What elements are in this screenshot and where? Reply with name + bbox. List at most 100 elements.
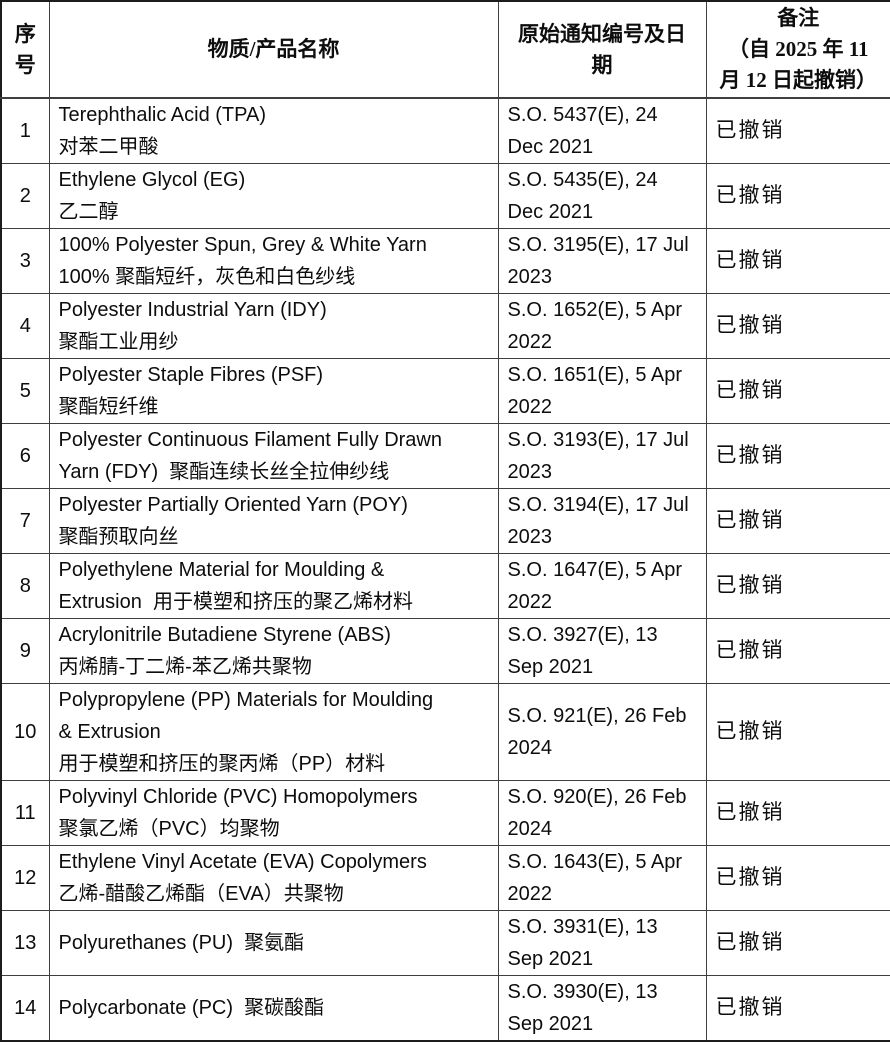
notification-line: S.O. 3193(E), 17 Jul <box>507 429 689 451</box>
product-name-line: Polyethylene Material for Moulding & <box>58 559 385 581</box>
notification-line: 2022 <box>507 331 553 353</box>
notification-line: Sep 2021 <box>507 948 594 970</box>
remark-cell: 已撤销 <box>705 683 890 781</box>
notification-cell: S.O. 3927(E), 13 Sep 2021 <box>497 618 707 684</box>
notification-cell: S.O. 1643(E), 5 Apr 2022 <box>497 845 707 911</box>
row-number-cell: 6 <box>0 423 50 489</box>
header-remarks-line: 月 12 日起撤销） <box>719 68 878 92</box>
header-serial-line: 号 <box>14 52 36 77</box>
row-number-cell: 12 <box>0 845 50 911</box>
header-serial-line: 序 <box>14 21 36 46</box>
product-name-cell: Polycarbonate (PC) 聚碳酸酯 <box>48 975 499 1042</box>
row-number-cell: 9 <box>0 618 50 684</box>
table-row: 7 Polyester Partially Oriented Yarn (POY… <box>0 488 890 554</box>
remark-cell: 已撤销 <box>705 910 890 976</box>
table-body: 1 Terephthalic Acid (TPA) 对苯二甲酸 S.O. 5437… <box>0 97 890 1042</box>
table-row: 6 Polyester Continuous Filament Fully Dr… <box>0 423 890 489</box>
notification-cell: S.O. 5437(E), 24 Dec 2021 <box>497 97 707 164</box>
row-number-cell: 14 <box>0 975 50 1042</box>
notification-line: S.O. 921(E), 26 Feb <box>507 705 687 727</box>
product-name-cell: 100% Polyester Spun, Grey & White Yarn 10… <box>48 228 499 294</box>
notification-line: S.O. 3927(E), 13 <box>507 624 658 646</box>
product-name-line: Yarn (FDY) 聚酯连续长丝全拉伸纱线 <box>58 461 390 483</box>
notification-line: S.O. 920(E), 26 Feb <box>507 786 687 808</box>
notification-line: Sep 2021 <box>507 1013 594 1035</box>
header-notification-line: 原始通知编号及日 <box>518 21 686 46</box>
row-number-cell: 2 <box>0 163 50 229</box>
product-name-cell: Acrylonitrile Butadiene Styrene (ABS) 丙烯腈… <box>48 618 499 684</box>
remark-cell: 已撤销 <box>705 488 890 554</box>
remark-cell: 已撤销 <box>705 845 890 911</box>
remark-cell: 已撤销 <box>705 358 890 424</box>
remark-cell: 已撤销 <box>705 975 890 1042</box>
product-name-cell: Polyester Partially Oriented Yarn (POY) 聚… <box>48 488 499 554</box>
header-serial-number: 序 号 <box>0 0 50 99</box>
row-number-cell: 1 <box>0 97 50 164</box>
notification-cell: S.O. 920(E), 26 Feb 2024 <box>497 780 707 846</box>
notification-line: 2023 <box>507 526 553 548</box>
notification-cell: S.O. 3930(E), 13 Sep 2021 <box>497 975 707 1042</box>
notification-line: 2024 <box>507 737 553 759</box>
header-remarks: 备注 （自 2025 年 11 月 12 日起撤销） <box>705 0 890 99</box>
product-name-line: Polyester Partially Oriented Yarn (POY) <box>58 494 408 516</box>
table-row: 2 Ethylene Glycol (EG) 乙二醇 S.O. 5435(E), … <box>0 163 890 229</box>
table-row: 10 Polypropylene (PP) Materials for Moul… <box>0 683 890 781</box>
notification-line: 2022 <box>507 591 553 613</box>
product-name-line: Polyester Staple Fibres (PSF) <box>58 364 324 386</box>
notification-cell: S.O. 1647(E), 5 Apr 2022 <box>497 553 707 619</box>
table-row: 9 Acrylonitrile Butadiene Styrene (ABS) 丙… <box>0 618 890 684</box>
product-name-line: 乙烯-醋酸乙烯酯（EVA）共聚物 <box>58 883 344 905</box>
remark-cell: 已撤销 <box>705 97 890 164</box>
product-name-line: 100% 聚酯短纤，灰色和白色纱线 <box>58 266 356 288</box>
product-name-line: Extrusion 用于模塑和挤压的聚乙烯材料 <box>58 591 413 613</box>
header-notification-line: 期 <box>591 52 613 77</box>
product-name-line: Polycarbonate (PC) 聚碳酸酯 <box>58 997 325 1019</box>
table-row: 3 100% Polyester Spun, Grey & White Yarn… <box>0 228 890 294</box>
row-number-cell: 13 <box>0 910 50 976</box>
notification-line: S.O. 3930(E), 13 <box>507 981 658 1003</box>
notification-line: S.O. 3194(E), 17 Jul <box>507 494 689 516</box>
product-name-line: Polyurethanes (PU) 聚氨酯 <box>58 932 305 954</box>
remark-cell: 已撤销 <box>705 780 890 846</box>
row-number-cell: 3 <box>0 228 50 294</box>
notification-line: S.O. 1652(E), 5 Apr <box>507 299 683 321</box>
product-name-cell: Polypropylene (PP) Materials for Mouldin… <box>48 683 499 781</box>
product-name-line: Polypropylene (PP) Materials for Mouldin… <box>58 689 434 711</box>
table-row: 14 Polycarbonate (PC) 聚碳酸酯 S.O. 3930(E),… <box>0 975 890 1042</box>
table-row: 4 Polyester Industrial Yarn (IDY) 聚酯工业用纱 … <box>0 293 890 359</box>
product-name-line: 聚氯乙烯（PVC）均聚物 <box>58 818 280 840</box>
product-name-line: Ethylene Vinyl Acetate (EVA) Copolymers <box>58 851 427 873</box>
row-number-cell: 4 <box>0 293 50 359</box>
product-name-line: 乙二醇 <box>58 201 119 223</box>
table-row: 1 Terephthalic Acid (TPA) 对苯二甲酸 S.O. 5437… <box>0 97 890 164</box>
notification-line: Sep 2021 <box>507 656 594 678</box>
remark-cell: 已撤销 <box>705 293 890 359</box>
product-name-cell: Ethylene Vinyl Acetate (EVA) Copolymers 乙… <box>48 845 499 911</box>
remark-cell: 已撤销 <box>705 423 890 489</box>
notification-line: 2023 <box>507 461 553 483</box>
remark-cell: 已撤销 <box>705 228 890 294</box>
product-name-cell: Polyurethanes (PU) 聚氨酯 <box>48 910 499 976</box>
notification-cell: S.O. 3195(E), 17 Jul 2023 <box>497 228 707 294</box>
notification-line: S.O. 5437(E), 24 <box>507 104 658 126</box>
product-name-cell: Polyvinyl Chloride (PVC) Homopolymers 聚氯乙… <box>48 780 499 846</box>
remark-cell: 已撤销 <box>705 163 890 229</box>
product-name-cell: Polyester Industrial Yarn (IDY) 聚酯工业用纱 <box>48 293 499 359</box>
product-name-line: 丙烯腈-丁二烯-苯乙烯共聚物 <box>58 656 312 678</box>
notification-cell: S.O. 3931(E), 13 Sep 2021 <box>497 910 707 976</box>
table-row: 5 Polyester Staple Fibres (PSF) 聚酯短纤维 S.O… <box>0 358 890 424</box>
notification-cell: S.O. 921(E), 26 Feb 2024 <box>497 683 707 781</box>
notification-line: S.O. 1647(E), 5 Apr <box>507 559 683 581</box>
product-name-line: Acrylonitrile Butadiene Styrene (ABS) <box>58 624 391 646</box>
notification-line: Dec 2021 <box>507 201 594 223</box>
row-number-cell: 10 <box>0 683 50 781</box>
product-name-line: Polyester Continuous Filament Fully Draw… <box>58 429 443 451</box>
product-name-line: Terephthalic Acid (TPA) <box>58 104 267 126</box>
product-name-cell: Ethylene Glycol (EG) 乙二醇 <box>48 163 499 229</box>
header-row: 序 号 物质/产品名称 原始通知编号及日 期 备注 （自 2025 年 11 月… <box>0 0 890 99</box>
header-remarks-line: （自 2025 年 11 <box>727 37 869 61</box>
product-name-cell: Polyethylene Material for Moulding & Extr… <box>48 553 499 619</box>
product-name-line: Polyvinyl Chloride (PVC) Homopolymers <box>58 786 418 808</box>
notification-line: Dec 2021 <box>507 136 594 158</box>
